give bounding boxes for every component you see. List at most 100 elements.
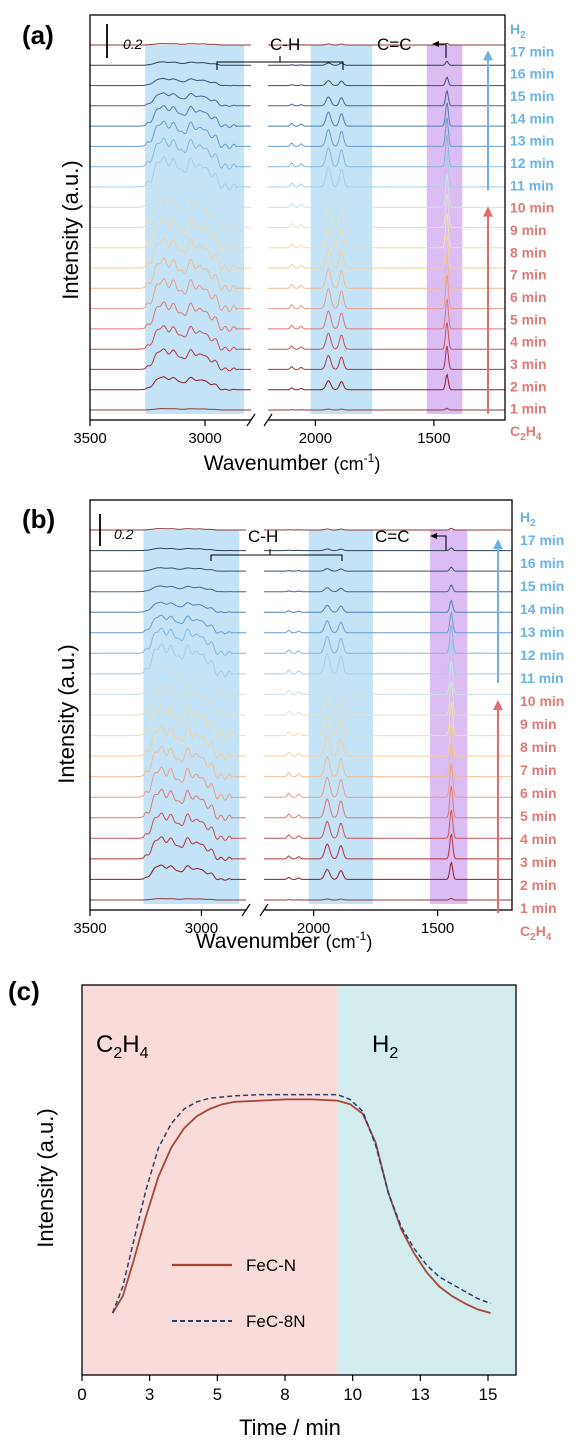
spectrum-trace-14-min xyxy=(264,599,512,613)
spectrum-trace-4-min xyxy=(90,301,251,332)
arrow-up-icon xyxy=(483,206,493,217)
x-tick-label: 2000 xyxy=(299,430,332,447)
spectrum-trace-8-min xyxy=(90,217,251,252)
x-tick-label: 0 xyxy=(77,1385,86,1404)
break-mark-left xyxy=(246,413,256,427)
spectrum-trace-5-min xyxy=(268,274,505,310)
spectrum-trace-1-min xyxy=(90,864,246,881)
x-tick-label: 1500 xyxy=(417,430,450,447)
plot-frame-b xyxy=(89,499,513,911)
spectrum-trace-5-min xyxy=(90,277,251,313)
spectrum-trace-c2h4 xyxy=(90,898,246,901)
trace-label: 10 min xyxy=(510,200,554,216)
cc-band xyxy=(426,45,463,414)
spectrum-trace-8-min xyxy=(264,701,512,737)
trace-label: 16 min xyxy=(510,66,554,82)
c2h4-region xyxy=(82,985,338,1375)
spectrum-trace-12-min xyxy=(264,624,512,654)
trace-label: 1 min xyxy=(510,401,547,417)
cc-arrow-icon-b xyxy=(430,533,437,539)
x-tick-label: 10 xyxy=(343,1385,362,1404)
plot-frame-c xyxy=(81,984,517,1376)
trace-label: 7 min xyxy=(520,762,557,778)
spectrum-trace-16-min xyxy=(90,77,251,87)
spectrum-trace-11-min xyxy=(268,153,505,188)
legend-label: FeC-N xyxy=(246,1256,296,1275)
panel-a-label: (a) xyxy=(22,20,54,50)
cc-arrow-icon-a xyxy=(432,41,439,47)
trace-labels-a: H2 17 min 16 min 15 min 14 min 13 min 12 min 11… xyxy=(510,21,554,443)
arrow-up-icon xyxy=(493,539,503,549)
spectrum-trace-15-min xyxy=(90,92,251,107)
trace-label: 11 min xyxy=(510,177,554,193)
x-axis-label-b: Wavenumber (cm-1) xyxy=(196,929,373,953)
spectrum-trace-7-min xyxy=(90,237,251,272)
spectra-traces-b xyxy=(90,527,512,901)
spectrum-trace-h2 xyxy=(264,527,512,531)
spectrum-trace-4-min xyxy=(268,298,505,330)
spectrum-trace-11-min xyxy=(90,156,251,191)
trace-labels-b: H2 17 min 16 min 15 min 14 min 13 min 12 min 11… xyxy=(520,509,564,943)
spectrum-trace-2-min xyxy=(264,833,512,860)
trace-label: 8 min xyxy=(510,244,547,260)
x-tick-label: 1500 xyxy=(421,920,454,937)
panel-b: (b) 3500 3000 2000 1500 0.2 C-H C=C Intensi… xyxy=(22,499,564,953)
x-tick-label: 3500 xyxy=(73,430,106,447)
spectrum-trace-7-min xyxy=(268,234,505,269)
spectrum-trace-13-min xyxy=(264,610,512,634)
trace-label: 3 min xyxy=(510,356,547,372)
spectrum-trace-14-min xyxy=(90,105,251,129)
ch-label-b: C-H xyxy=(248,527,278,546)
break-mark-left xyxy=(241,903,251,917)
region-label-h2: H2 xyxy=(372,1031,398,1062)
spectrum-trace-12-min xyxy=(90,627,246,656)
panel-a: (a) 3500 3000 2000 1500 0.2 C-H C=C Intensi… xyxy=(22,14,554,475)
y-axis-label-b: Intensity (a.u.) xyxy=(54,644,79,783)
spectrum-trace-13-min xyxy=(90,120,251,150)
trace-label: 3 min xyxy=(520,854,557,870)
spectrum-trace-10-min xyxy=(90,176,251,211)
trace-label: 5 min xyxy=(510,311,547,327)
break-mark-right xyxy=(263,413,273,427)
spectrum-trace-11-min xyxy=(264,640,512,675)
scale-label-a: 0.2 xyxy=(123,36,143,52)
trace-label: 12 min xyxy=(510,155,554,171)
spectrum-trace-9-min xyxy=(90,684,246,719)
plot-frame-a xyxy=(89,14,506,421)
ch-bracket-a xyxy=(216,56,344,70)
spectrum-trace-10-min xyxy=(268,173,505,208)
spectrum-trace-13-min xyxy=(268,117,505,147)
spectrum-trace-c2h4 xyxy=(268,407,505,411)
y-axis-label-c: Intensity (a.u.) xyxy=(33,1108,58,1247)
x-tick-label: 3000 xyxy=(188,430,221,447)
spectra-traces-a xyxy=(90,42,505,411)
x-tick-label: 2000 xyxy=(297,920,330,937)
trace-label: C2H4 xyxy=(510,423,542,443)
spectrum-trace-1-min xyxy=(268,373,505,391)
arrow-up-icon xyxy=(483,50,493,61)
x-ticks-c: 0 3 5 8 10 13 15 xyxy=(77,1375,497,1404)
trace-label: 17 min xyxy=(510,43,554,59)
time-arrows-b xyxy=(493,539,503,913)
x-tick-label: 5 xyxy=(213,1385,222,1404)
y-axis-label-a: Intensity (a.u.) xyxy=(58,160,83,299)
trace-label: 7 min xyxy=(510,267,547,283)
spectrum-trace-10-min xyxy=(264,660,512,695)
spectrum-trace-6-min xyxy=(90,257,251,292)
trace-label: 14 min xyxy=(520,601,564,617)
legend-label: FeC-8N xyxy=(246,1312,306,1331)
trace-label: 13 min xyxy=(510,133,554,149)
trace-label: H2 xyxy=(520,509,536,529)
spectrum-trace-17-min xyxy=(90,547,246,552)
panel-c: (c) 0 3 5 8 10 13 15 C2H4 H2 Intensity (a.u.) … xyxy=(8,976,517,1440)
h2-region xyxy=(337,985,516,1375)
spectrum-trace-7-min xyxy=(90,725,246,760)
spectrum-trace-2-min xyxy=(268,345,505,370)
spectrum-trace-8-min xyxy=(268,214,505,249)
break-mark-right xyxy=(259,903,269,917)
trace-label: 15 min xyxy=(520,578,564,594)
spectrum-trace-17-min xyxy=(90,61,251,66)
spectrum-trace-h2 xyxy=(268,42,505,46)
x-axis-label-a: Wavenumber (cm-1) xyxy=(204,451,381,475)
